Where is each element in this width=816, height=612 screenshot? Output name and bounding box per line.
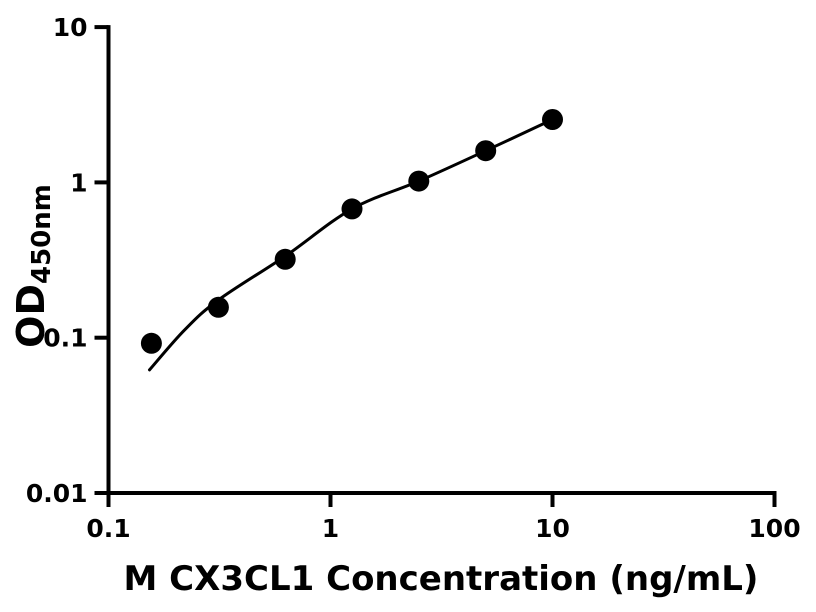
y-tick-label: 0.01 <box>26 479 88 508</box>
axes: 10 1 0.1 0.01 0.1 1 10 100 <box>26 13 801 543</box>
data-point <box>140 332 162 354</box>
y-tick-label: 10 <box>53 13 88 42</box>
x-tick-label: 10 <box>535 514 570 543</box>
data-point <box>274 248 296 270</box>
y-axis-title: OD450nm <box>9 184 57 348</box>
y-tick-label: 1 <box>70 168 87 197</box>
data-point <box>475 140 497 162</box>
data-point <box>207 296 229 318</box>
plot-area <box>140 109 563 372</box>
x-tick-label: 100 <box>748 514 800 543</box>
y-tick-label: 0.1 <box>43 324 87 353</box>
data-point <box>341 198 363 220</box>
x-tick-label: 1 <box>322 514 339 543</box>
x-tick-label: 0.1 <box>86 514 130 543</box>
data-point <box>408 170 430 192</box>
y-axis-title-subscript: 450nm <box>27 184 57 284</box>
y-axis-title-main: OD <box>9 284 53 348</box>
data-point <box>542 109 563 130</box>
x-axis-title: M CX3CL1 Concentration (ng/mL) <box>124 559 759 599</box>
